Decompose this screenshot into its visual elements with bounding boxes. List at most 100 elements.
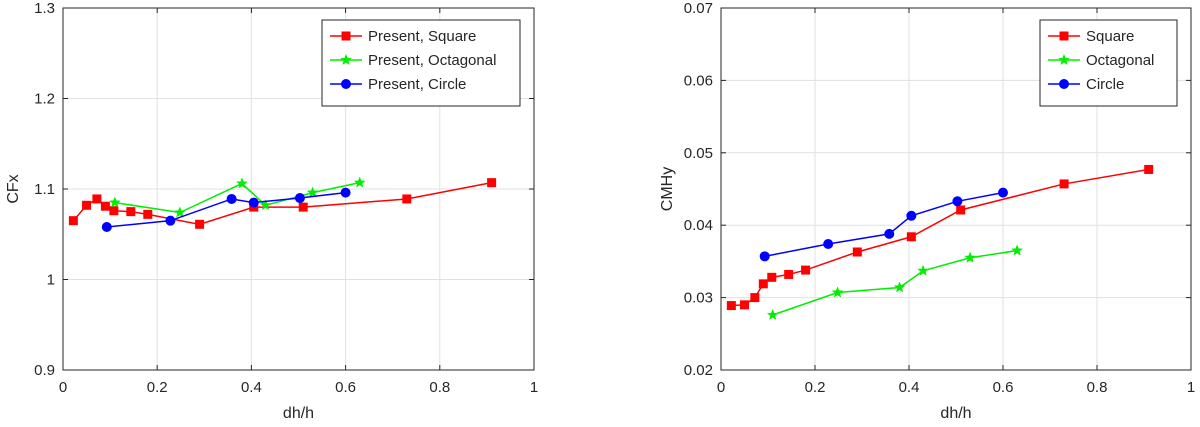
data-point bbox=[165, 215, 176, 226]
axes-box bbox=[62, 7, 535, 371]
data-point bbox=[767, 272, 777, 282]
data-point bbox=[1144, 164, 1154, 174]
data-point bbox=[750, 293, 760, 303]
y-tick-label: 0.07 bbox=[684, 0, 713, 17]
legend: Present, Square Present, Octagonal Present… bbox=[321, 19, 521, 107]
data-point bbox=[195, 219, 205, 229]
data-point bbox=[82, 200, 92, 210]
data-point bbox=[1059, 179, 1069, 189]
legend-marker bbox=[1058, 53, 1070, 66]
y-tick-label: 1.3 bbox=[34, 0, 55, 17]
x-tick-label: 0.4 bbox=[241, 379, 262, 396]
data-point bbox=[726, 301, 736, 311]
data-point bbox=[906, 232, 916, 242]
y-axis-label: CFx bbox=[5, 174, 22, 203]
series-line bbox=[114, 181, 360, 214]
x-tick-label: 0.2 bbox=[805, 379, 826, 396]
series-circle bbox=[101, 187, 351, 233]
legend-label: Square bbox=[1086, 28, 1134, 45]
x-axis-label: dh/h bbox=[283, 405, 314, 422]
x-tick-label: 0 bbox=[717, 379, 725, 396]
series-star bbox=[766, 244, 1024, 321]
y-axis-label: CMHy bbox=[659, 167, 676, 211]
data-point bbox=[298, 202, 308, 212]
data-point bbox=[402, 194, 412, 204]
data-point bbox=[893, 281, 906, 293]
data-point bbox=[784, 269, 794, 279]
x-tick-label: 0.6 bbox=[993, 379, 1014, 396]
data-point bbox=[917, 264, 930, 276]
data-point bbox=[823, 239, 834, 250]
x-tick-label: 0.4 bbox=[899, 379, 920, 396]
data-point bbox=[956, 205, 966, 215]
series-line bbox=[764, 191, 1004, 258]
y-tick-label: 1 bbox=[47, 272, 55, 289]
x-tick-label: 1 bbox=[530, 379, 538, 396]
y-tick-label: 0.02 bbox=[684, 362, 713, 379]
series-star bbox=[108, 176, 366, 218]
data-point bbox=[766, 308, 779, 321]
data-point bbox=[306, 186, 319, 198]
data-point bbox=[998, 187, 1008, 198]
y-tick-label: 0.9 bbox=[34, 362, 55, 379]
x-tick-label: 0.8 bbox=[429, 379, 450, 396]
data-point bbox=[101, 222, 112, 233]
series-square bbox=[726, 164, 1154, 311]
legend-marker bbox=[341, 31, 351, 41]
data-point bbox=[92, 194, 102, 204]
series-line bbox=[106, 191, 346, 228]
data-point bbox=[68, 216, 78, 226]
data-point bbox=[1011, 244, 1024, 256]
y-tick-label: 1.2 bbox=[34, 91, 55, 108]
data-point bbox=[226, 193, 237, 204]
series-square bbox=[68, 178, 497, 229]
data-point bbox=[109, 206, 119, 216]
legend: Square Octagonal Circle bbox=[1039, 19, 1178, 107]
data-point bbox=[740, 300, 749, 310]
legend-label: Present, Octagonal bbox=[368, 52, 496, 69]
x-tick-label: 1 bbox=[1187, 379, 1195, 396]
x-axis-label: dh/h bbox=[940, 405, 971, 422]
data-point bbox=[801, 265, 811, 275]
y-tick-label: 1.1 bbox=[34, 181, 55, 198]
legend-marker bbox=[1059, 79, 1069, 89]
series-circle bbox=[759, 187, 1008, 262]
x-tick-label: 0.2 bbox=[147, 379, 168, 396]
data-point bbox=[964, 251, 977, 263]
data-point bbox=[487, 178, 497, 188]
legend-marker bbox=[1059, 31, 1069, 41]
x-tick-label: 0 bbox=[59, 379, 67, 396]
legend-label: Octagonal bbox=[1086, 52, 1154, 69]
data-point bbox=[952, 196, 963, 207]
legend-marker bbox=[340, 53, 352, 66]
y-tick-label: 0.06 bbox=[684, 72, 713, 89]
chart-cmhy: 0 0.2 0.4 0.6 0.8 1 0.02 0.03 0.04 0.05 0.06 0.07 dh… bbox=[659, 0, 1195, 422]
legend-label: Present, Square bbox=[368, 28, 476, 45]
legend-marker bbox=[341, 79, 351, 89]
data-point bbox=[173, 206, 186, 218]
data-point bbox=[906, 210, 917, 221]
data-point bbox=[126, 207, 136, 217]
data-point bbox=[884, 228, 895, 239]
x-tick-label: 0.6 bbox=[335, 379, 356, 396]
legend-label: Circle bbox=[1086, 76, 1124, 93]
data-point bbox=[340, 187, 351, 198]
chart-cfx: 0 0.2 0.4 0.6 0.8 1 0.9 1 1.1 1.2 1.3 dh/h CFx Presen… bbox=[5, 0, 538, 422]
data-point bbox=[759, 251, 770, 262]
data-point bbox=[248, 197, 259, 208]
axes-box bbox=[720, 7, 1192, 371]
x-tick-label: 0.8 bbox=[1087, 379, 1108, 396]
data-point bbox=[353, 176, 366, 188]
data-point bbox=[831, 286, 844, 298]
data-point bbox=[100, 201, 110, 211]
data-point bbox=[236, 177, 248, 189]
y-tick-label: 0.03 bbox=[684, 290, 713, 307]
y-tick-label: 0.04 bbox=[684, 217, 713, 234]
data-point bbox=[143, 209, 153, 219]
legend-label: Present, Circle bbox=[368, 76, 466, 93]
data-point bbox=[852, 247, 862, 257]
data-point bbox=[758, 279, 768, 289]
legend-box bbox=[321, 19, 521, 107]
series-line bbox=[772, 249, 1018, 316]
